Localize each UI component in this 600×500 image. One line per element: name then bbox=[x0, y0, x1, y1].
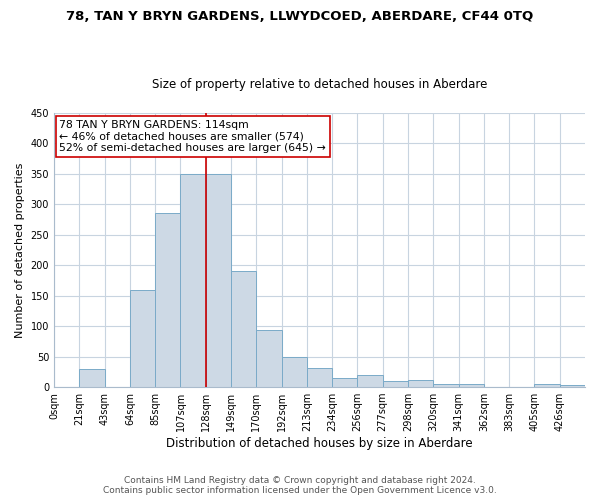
Bar bbox=[79, 369, 104, 387]
Bar bbox=[433, 384, 458, 387]
Bar bbox=[383, 381, 408, 387]
Y-axis label: Number of detached properties: Number of detached properties bbox=[15, 162, 25, 338]
Bar bbox=[181, 174, 206, 387]
Title: Size of property relative to detached houses in Aberdare: Size of property relative to detached ho… bbox=[152, 78, 487, 91]
Bar bbox=[206, 174, 231, 387]
Bar bbox=[535, 384, 560, 387]
Bar bbox=[332, 378, 358, 387]
Bar bbox=[458, 384, 484, 387]
Bar bbox=[231, 272, 256, 387]
Bar bbox=[358, 375, 383, 387]
Bar bbox=[281, 356, 307, 387]
Text: 78, TAN Y BRYN GARDENS, LLWYDCOED, ABERDARE, CF44 0TQ: 78, TAN Y BRYN GARDENS, LLWYDCOED, ABERD… bbox=[67, 10, 533, 23]
Bar bbox=[307, 368, 332, 387]
Bar bbox=[130, 290, 155, 387]
X-axis label: Distribution of detached houses by size in Aberdare: Distribution of detached houses by size … bbox=[166, 437, 473, 450]
Text: 78 TAN Y BRYN GARDENS: 114sqm
← 46% of detached houses are smaller (574)
52% of : 78 TAN Y BRYN GARDENS: 114sqm ← 46% of d… bbox=[59, 120, 326, 153]
Bar bbox=[256, 330, 281, 387]
Bar bbox=[155, 214, 181, 387]
Text: Contains HM Land Registry data © Crown copyright and database right 2024.
Contai: Contains HM Land Registry data © Crown c… bbox=[103, 476, 497, 495]
Bar bbox=[560, 386, 585, 387]
Bar bbox=[408, 380, 433, 387]
